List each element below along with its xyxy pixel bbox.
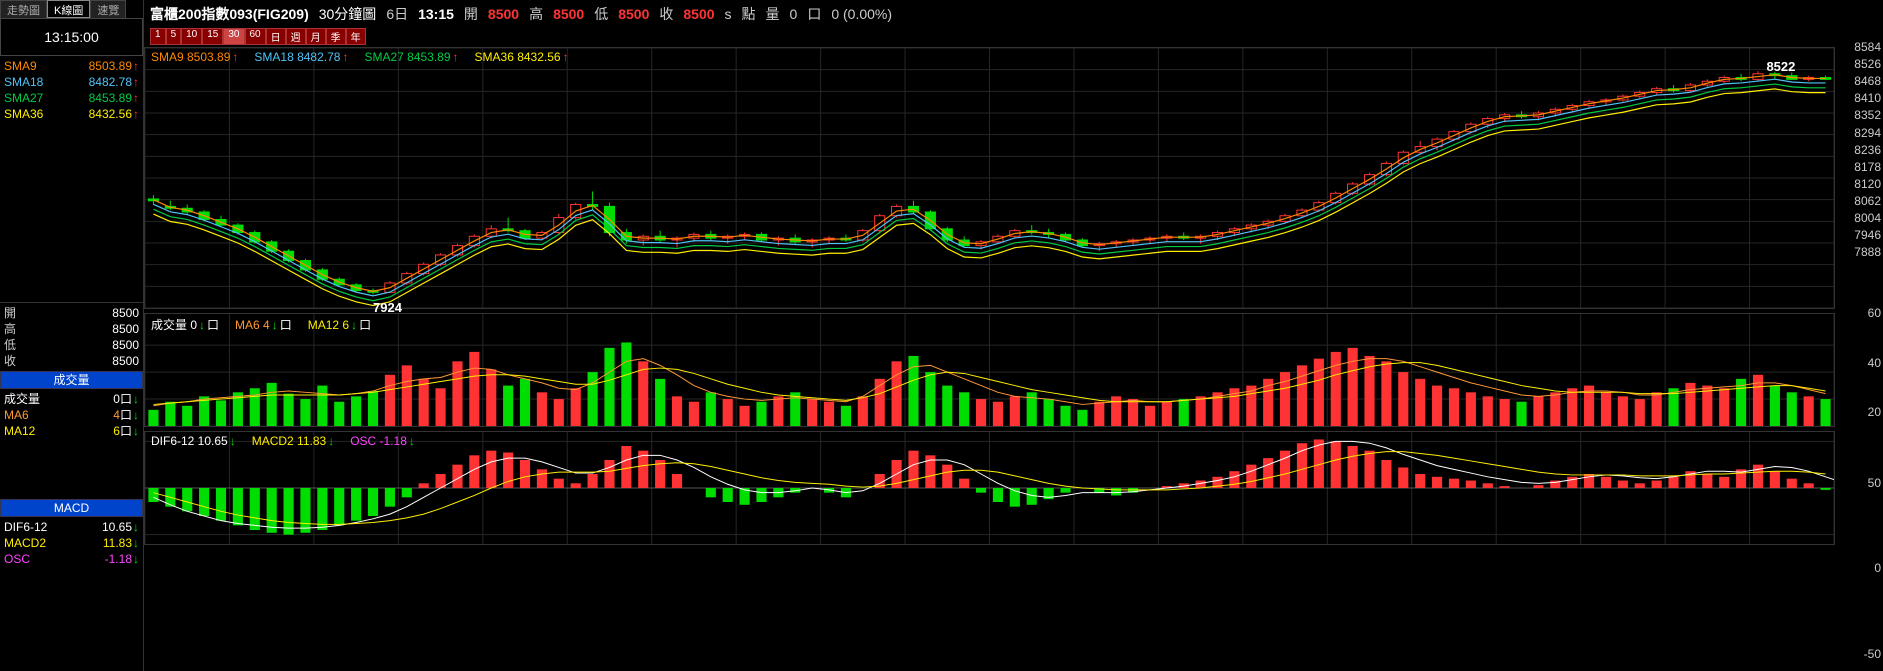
title-bar: 富櫃200指數093(FIG209) 30分鐘圖 6日 13:15 開 8500… [144,0,1883,28]
change-value: 0 (0.00%) [831,6,892,22]
arrow-down-icon: ↓ [133,408,139,422]
timeframe-buttons: 1510153060日週月季年 [144,28,1883,47]
price-high-annotation: 8522 [1766,59,1795,74]
sma-readout-list: SMA98503.89↑SMA188482.78↑SMA278453.89↑SM… [0,56,143,303]
price-chart-svg [145,48,1834,308]
arrow-down-icon: ↓ [133,552,139,566]
price-chart[interactable]: SMA9 8503.89↑SMA18 8482.78↑SMA27 8453.89… [144,47,1835,309]
arrow-down-icon: ↓ [133,536,139,550]
ohlc-readout: 開8500高8500低8500收8500 [0,303,143,371]
timeframe-button-30[interactable]: 30 [223,28,244,45]
volume-chart[interactable]: 成交量 0↓口MA6 4↓口MA12 6↓口 [144,313,1835,427]
tab-1[interactable]: K線圖 [47,0,90,18]
macd-header: MACD [0,499,143,517]
arrow-down-icon: ↓ [133,520,139,534]
vol-value: 0 [790,6,798,22]
timeframe-button-日[interactable]: 日 [266,28,286,45]
tab-0[interactable]: 走勢圖 [0,0,47,18]
s-label: s [725,6,732,22]
macd-y-axis: -50050 [1835,466,1883,671]
current-time: 13:15:00 [0,18,143,56]
volume-readout-list: 成交量0口↓MA64口↓MA126口↓ [0,389,143,499]
open-value: 8500 [488,6,519,22]
macd-chart-svg [145,432,1834,544]
vol-label: 量 [766,4,780,24]
quote-time: 13:15 [418,6,454,22]
volume-header: 成交量 [0,371,143,389]
pt-label: 點 [742,4,756,24]
open-label: 開 [464,4,478,24]
timeframe-button-60[interactable]: 60 [245,28,266,45]
close-label: 收 [659,4,673,24]
low-value: 8500 [618,6,649,22]
chart-interval: 30分鐘圖 [319,4,377,24]
arrow-up-icon: ↑ [133,75,139,89]
low-label: 低 [594,4,608,24]
high-label: 高 [529,4,543,24]
macd-legend: DIF6-12 10.65↓MACD2 11.83↓OSC -1.18↓ [151,434,415,448]
tab-2[interactable]: 速覽 [90,0,126,18]
price-y-axis: 8584852684688410835282948236817881208062… [1835,47,1883,252]
timeframe-button-1[interactable]: 1 [150,28,166,45]
price-legend: SMA9 8503.89↑SMA18 8482.78↑SMA27 8453.89… [151,50,569,64]
chart-mode-tabs: 走勢圖K線圖速覽 [0,0,143,18]
instrument-name: 富櫃200指數093(FIG209) [150,4,309,24]
volume-legend: 成交量 0↓口MA6 4↓口MA12 6↓口 [151,316,371,333]
arrow-up-icon: ↑ [133,91,139,105]
macd-chart[interactable]: DIF6-12 10.65↓MACD2 11.83↓OSC -1.18↓ [144,431,1835,545]
lot-label: 口 [807,4,821,24]
arrow-up-icon: ↑ [133,59,139,73]
quote-day: 6日 [386,4,408,24]
arrow-down-icon: ↓ [133,424,139,438]
high-value: 8500 [553,6,584,22]
volume-chart-svg [145,314,1834,426]
macd-readout-list: DIF6-1210.65↓MACD211.83↓OSC-1.18↓ [0,517,143,627]
timeframe-button-季[interactable]: 季 [326,28,346,45]
volume-y-axis: 204060 [1835,256,1883,461]
arrow-down-icon: ↓ [133,392,139,406]
y-axis-column: 8584852684688410835282948236817881208062… [1835,47,1883,671]
arrow-up-icon: ↑ [133,107,139,121]
timeframe-button-年[interactable]: 年 [346,28,366,45]
left-panel: 走勢圖K線圖速覽 13:15:00 SMA98503.89↑SMA188482.… [0,0,144,671]
timeframe-button-月[interactable]: 月 [306,28,326,45]
timeframe-button-5[interactable]: 5 [166,28,182,45]
timeframe-button-10[interactable]: 10 [181,28,202,45]
timeframe-button-15[interactable]: 15 [202,28,223,45]
close-value: 8500 [683,6,714,22]
main-chart-panel: 富櫃200指數093(FIG209) 30分鐘圖 6日 13:15 開 8500… [144,0,1883,671]
timeframe-button-週[interactable]: 週 [286,28,306,45]
